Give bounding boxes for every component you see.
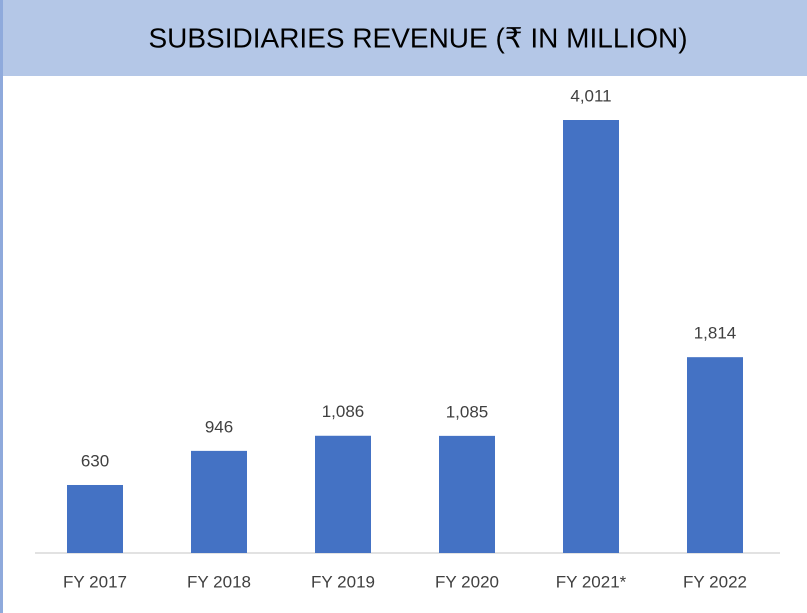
data-label: 1,814 [694, 324, 737, 343]
bar [563, 120, 619, 553]
x-tick-label: FY 2021* [556, 572, 627, 591]
x-tick-label: FY 2020 [435, 572, 499, 591]
x-tick-label: FY 2019 [311, 572, 375, 591]
chart-title: SUBSIDIARIES REVENUE (₹ IN MILLION) [148, 22, 687, 53]
title-banner [0, 0, 807, 76]
left-border [0, 0, 3, 613]
x-tick-label: FY 2017 [63, 572, 127, 591]
bar [67, 484, 123, 553]
bar [315, 435, 371, 553]
bar [439, 435, 495, 553]
x-tick-label: FY 2022 [683, 572, 747, 591]
bar [687, 357, 743, 553]
data-label: 630 [81, 451, 109, 470]
data-label: 4,011 [570, 86, 611, 105]
data-label: 946 [205, 417, 233, 436]
bar [191, 450, 247, 553]
data-label: 1,085 [446, 402, 489, 421]
x-tick-label: FY 2018 [187, 572, 251, 591]
data-label: 1,086 [322, 402, 365, 421]
